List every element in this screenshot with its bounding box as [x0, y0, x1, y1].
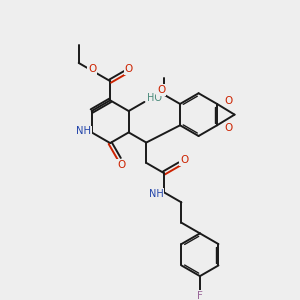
Text: O: O — [180, 155, 189, 165]
Text: HO: HO — [147, 93, 162, 103]
Text: O: O — [125, 64, 133, 74]
Text: O: O — [117, 160, 125, 170]
Text: O: O — [225, 96, 233, 106]
Text: O: O — [157, 85, 166, 95]
Text: NH: NH — [149, 189, 164, 199]
Text: O: O — [88, 64, 97, 74]
Text: F: F — [197, 291, 203, 300]
Text: O: O — [225, 123, 233, 133]
Text: NH: NH — [76, 126, 92, 136]
